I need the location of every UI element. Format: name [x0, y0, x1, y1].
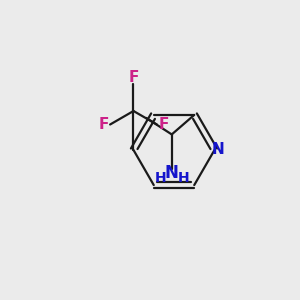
- Text: F: F: [128, 70, 139, 85]
- Text: H: H: [177, 171, 189, 185]
- Text: F: F: [158, 117, 169, 132]
- Text: N: N: [165, 164, 179, 181]
- Text: H: H: [154, 171, 166, 185]
- Text: F: F: [98, 117, 109, 132]
- Text: N: N: [212, 142, 225, 158]
